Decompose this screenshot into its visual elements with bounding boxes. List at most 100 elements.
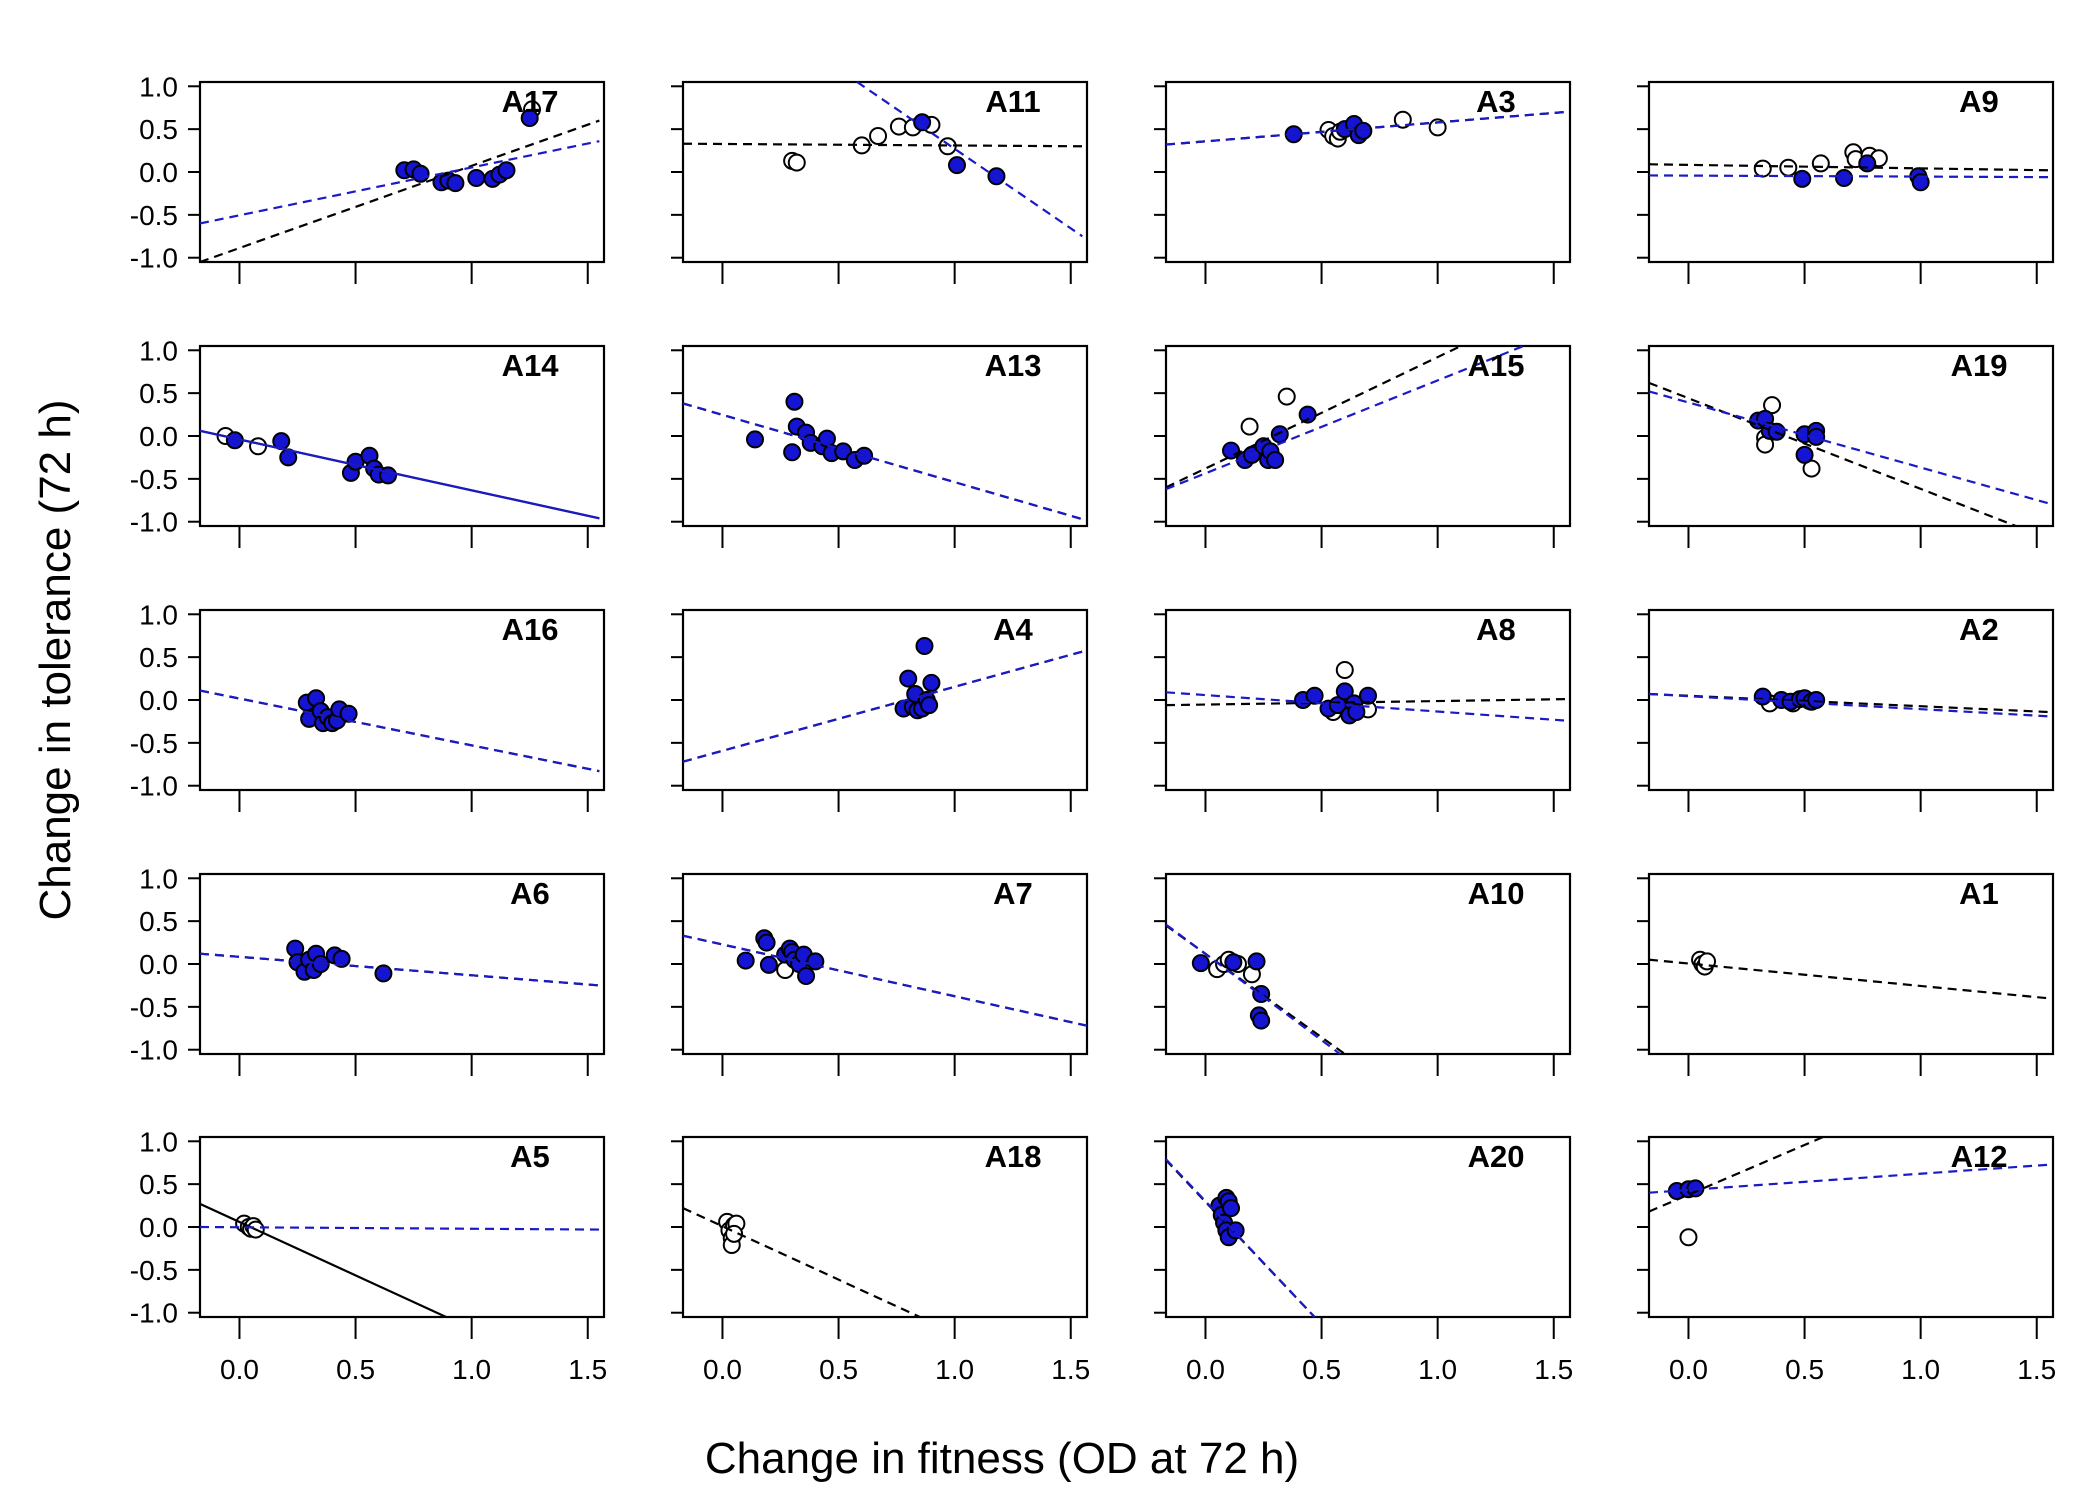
panel-frame <box>1647 872 2055 1056</box>
x-tick-label: 1.0 <box>935 1354 974 1385</box>
x-tick-label: 0.5 <box>1785 1354 1824 1385</box>
y-tick-label: 0.5 <box>139 114 178 145</box>
blue-fit-line <box>1165 110 1566 146</box>
filled-point <box>745 430 764 449</box>
panel-label: A5 <box>510 1139 550 1174</box>
open-point <box>1393 110 1412 129</box>
y-tick-label: 0.0 <box>139 685 178 716</box>
panel-frame <box>198 344 606 528</box>
y-tick-label: 0.0 <box>139 421 178 452</box>
blue-fit-line <box>199 1225 600 1231</box>
y-tick-label: 1.0 <box>139 863 178 894</box>
panel-a4: A4 <box>671 608 1089 812</box>
points-a13 <box>745 392 874 469</box>
black-fit-line <box>199 1202 447 1318</box>
blue-fit-line <box>682 649 1088 763</box>
filled-point <box>411 164 430 183</box>
panel-frame <box>681 80 1089 264</box>
y-tick-label: -1.0 <box>130 243 178 274</box>
x-tick-label: 0.0 <box>220 1354 259 1385</box>
y-tick-label: -0.5 <box>130 728 178 759</box>
panel-a17: 1.0 0.5 0.0 -0.5 -1.0 A17 <box>130 71 606 284</box>
panel-a8: A8 <box>1154 608 1572 812</box>
y-tick-label: 1.0 <box>139 599 178 630</box>
open-point <box>869 127 888 145</box>
filled-point <box>467 169 486 187</box>
black-fit-line <box>1165 345 1462 489</box>
filled-point <box>913 113 932 132</box>
panel-a1: A1 <box>1637 872 2055 1076</box>
filled-point <box>1252 1011 1271 1030</box>
y-tick-label: -0.5 <box>130 1255 178 1286</box>
panel-label: A3 <box>1476 84 1516 119</box>
panel-a14: 1.0 0.5 0.0 -0.5 -1.0 A14 <box>130 335 606 548</box>
filled-point <box>332 949 351 968</box>
open-point <box>1811 154 1830 173</box>
panel-a6: 1.0 0.5 0.0 -0.5 -1.0 A6 <box>130 863 606 1076</box>
open-point <box>1698 952 1717 971</box>
points-a9 <box>1753 143 1930 192</box>
filled-point <box>1347 703 1366 721</box>
y-tick-label: 0.5 <box>139 906 178 937</box>
panel-label: A14 <box>502 348 560 383</box>
filled-point <box>920 696 939 715</box>
panel-label: A11 <box>985 84 1040 119</box>
panel-a3: A3 <box>1154 80 1572 284</box>
panel-a2: A2 <box>1637 608 2055 812</box>
black-fit-line <box>682 1207 921 1318</box>
blue-fit-line <box>1648 174 2049 179</box>
filled-point <box>1795 445 1814 464</box>
open-point <box>1779 158 1798 177</box>
y-tick-label: -0.5 <box>130 992 178 1023</box>
blue-fit-line <box>1648 390 2054 506</box>
blue-fit-line <box>1165 344 1524 491</box>
black-fit-line <box>199 119 600 264</box>
filled-point <box>922 673 941 692</box>
filled-point <box>1807 691 1826 709</box>
filled-point <box>915 637 934 655</box>
panel-label: A6 <box>510 876 550 911</box>
black-fit-line <box>1648 381 2017 528</box>
open-point <box>1428 118 1447 137</box>
filled-point <box>1270 425 1289 444</box>
y-tick-label: 0.5 <box>139 378 178 409</box>
blue-fit-line <box>1165 923 1341 1055</box>
panel-frame <box>1647 344 2055 528</box>
y-tick-label: 0.5 <box>139 1169 178 1200</box>
panel-label: A15 <box>1468 348 1525 383</box>
black-fit-line <box>1648 163 2049 172</box>
blue-fit-line <box>199 140 600 225</box>
blue-fit-line <box>199 429 600 520</box>
open-point <box>1679 1228 1698 1247</box>
filled-point <box>520 109 539 127</box>
panel-label: A1 <box>1959 876 1999 911</box>
filled-point <box>759 955 778 974</box>
filled-point <box>757 933 776 952</box>
filled-point <box>497 161 516 180</box>
panel-a5: 1.0 0.5 0.0 -0.5 -1.0 0.0 0.5 1.0 1.5 A5 <box>130 1126 607 1385</box>
points-a11 <box>783 113 1006 186</box>
panel-a10: A10 <box>1154 872 1572 1076</box>
filled-point <box>1266 451 1285 469</box>
blue-fit-line <box>1165 691 1566 722</box>
blue-fit-line <box>199 689 600 773</box>
open-point <box>1802 459 1821 478</box>
y-tick-label: -1.0 <box>130 771 178 802</box>
filled-point <box>1224 953 1243 972</box>
filled-point <box>1354 121 1373 140</box>
filled-point <box>1359 686 1377 705</box>
y-tick-label: -0.5 <box>130 200 178 231</box>
panel-label: A10 <box>1468 876 1525 911</box>
blue-fit-line <box>1648 692 2049 718</box>
panel-a20: 0.0 0.5 1.0 1.5 A20 <box>1154 1135 1573 1385</box>
panel-a9: A9 <box>1637 80 2055 284</box>
blue-fit-line <box>856 81 1083 238</box>
black-fit-line <box>1648 958 2049 1000</box>
panel-a12: 0.0 0.5 1.0 1.5 A12 <box>1637 1135 2056 1385</box>
open-point <box>1763 396 1782 415</box>
panel-a13: A13 <box>671 344 1089 548</box>
filled-point <box>1222 441 1241 460</box>
x-tick-label: 0.0 <box>1669 1354 1708 1385</box>
filled-point <box>1753 687 1772 706</box>
